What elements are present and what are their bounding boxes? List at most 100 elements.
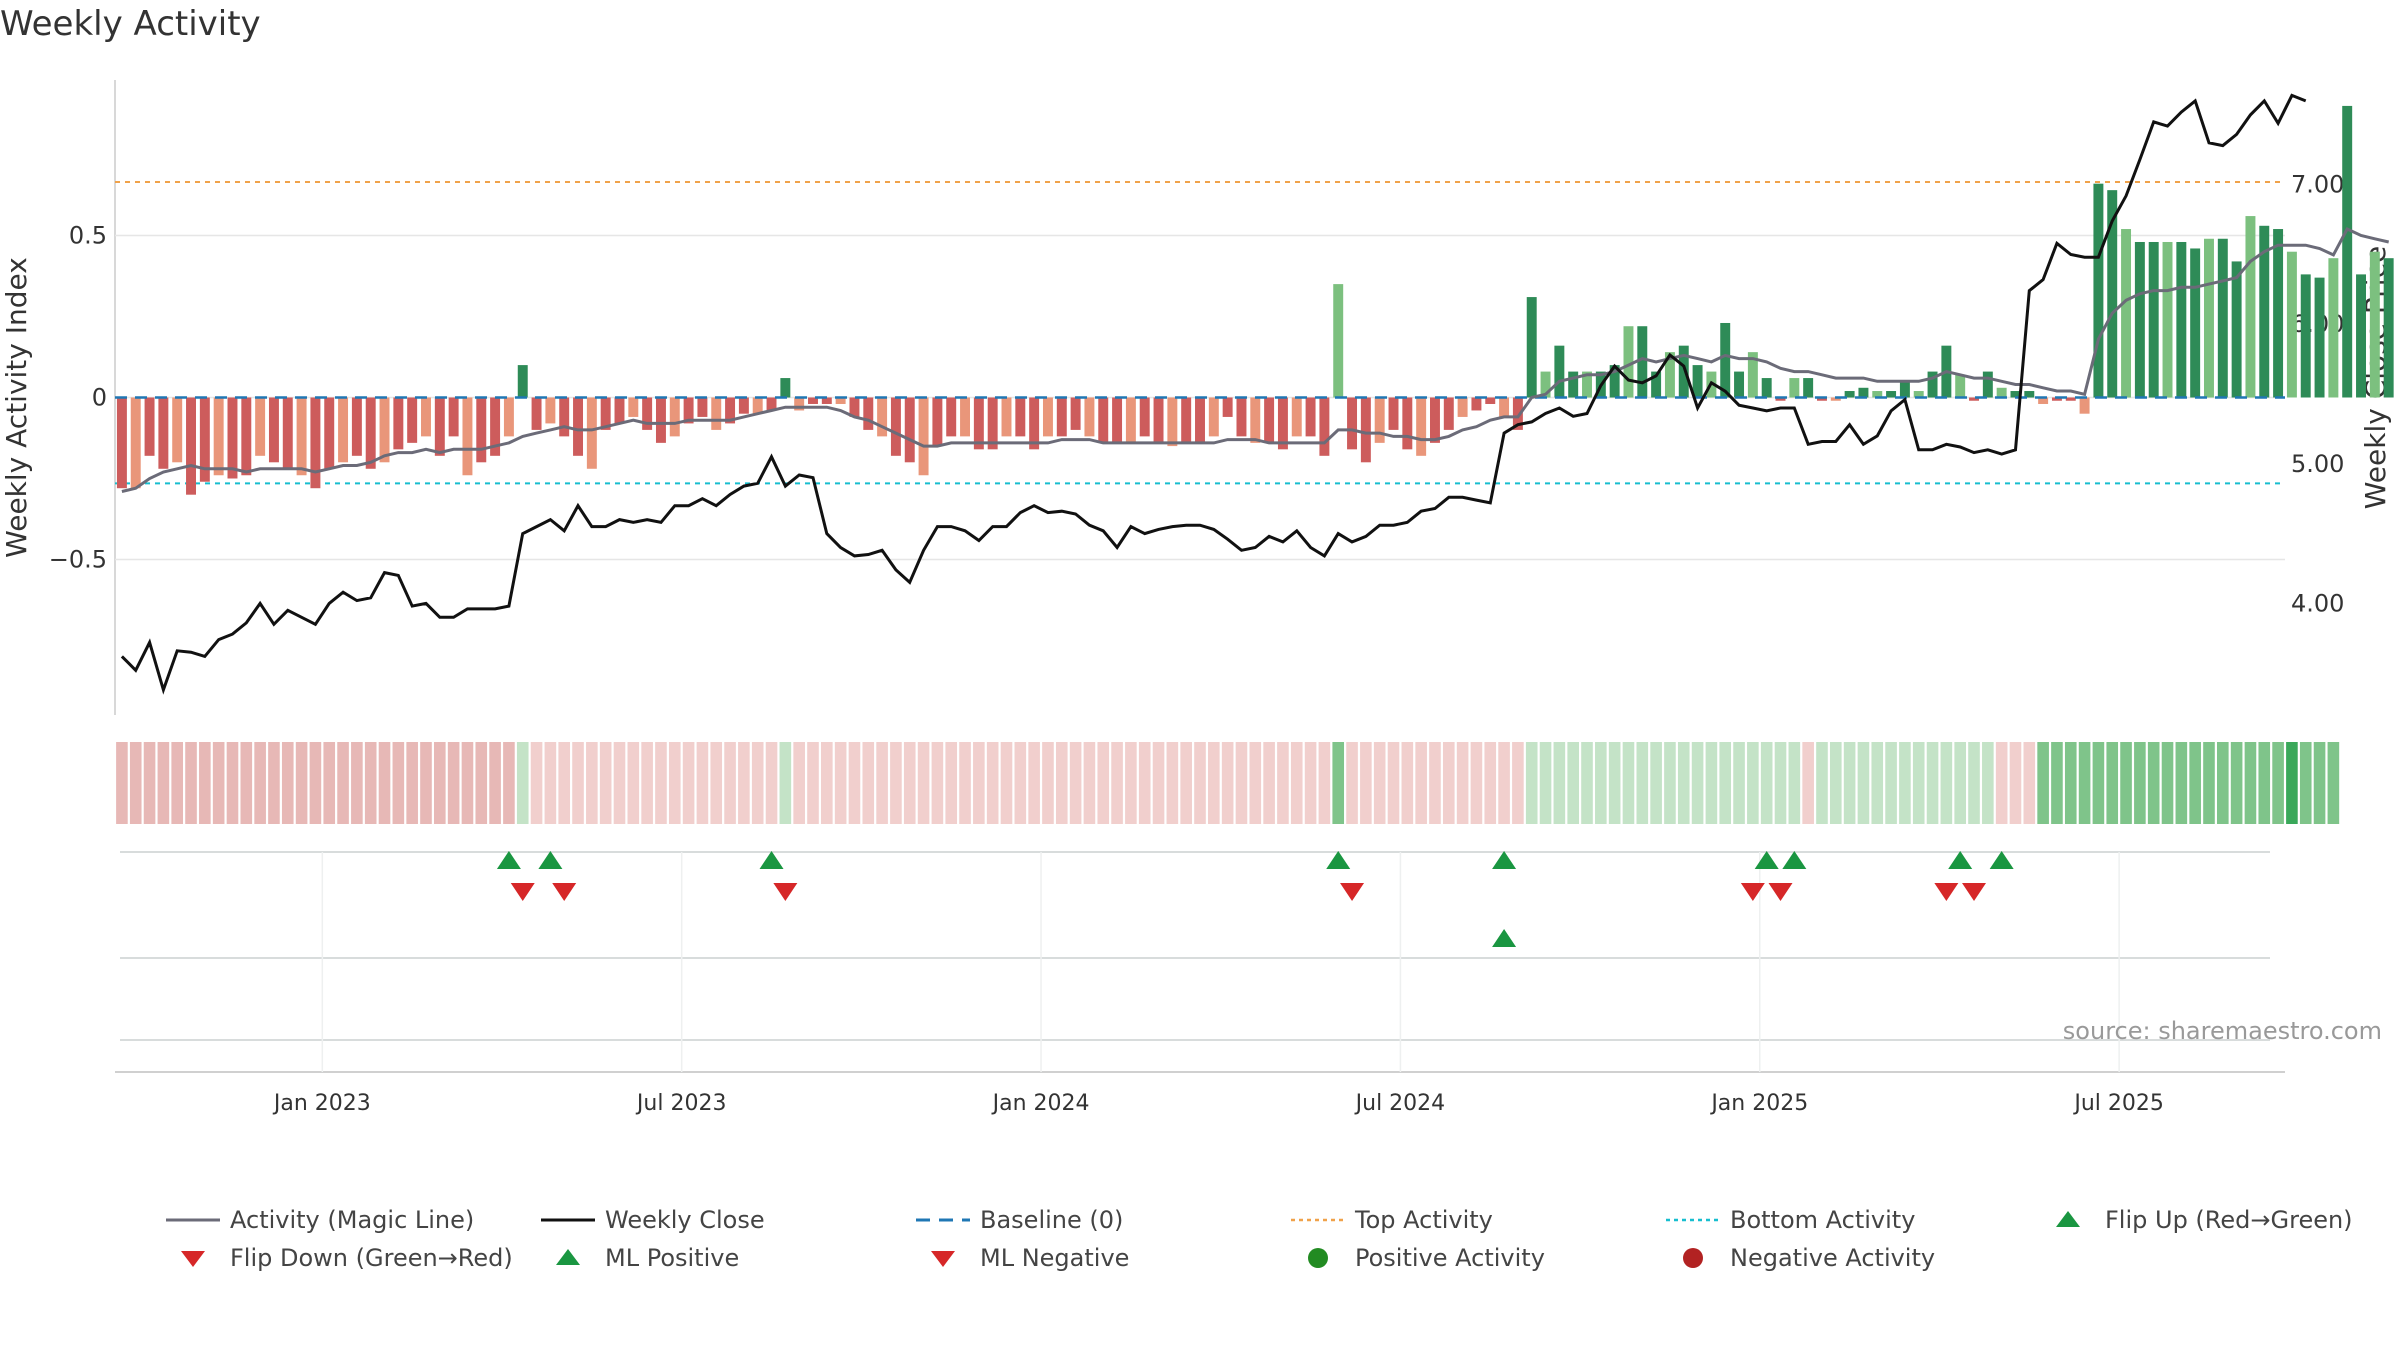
activity-bar bbox=[462, 397, 473, 476]
legend-symbol bbox=[931, 1251, 955, 1267]
activity-bar bbox=[2176, 241, 2187, 398]
state-band-cell bbox=[862, 742, 875, 824]
state-band-cell bbox=[890, 742, 902, 824]
state-band-cell bbox=[1622, 742, 1635, 824]
state-band-cell bbox=[1263, 742, 1275, 824]
legend-label: Flip Down (Green→Red) bbox=[230, 1244, 513, 1272]
activity-bar bbox=[711, 397, 722, 430]
legend-item-bottom: Bottom Activity bbox=[1660, 1205, 1915, 1235]
activity-bar bbox=[752, 397, 763, 414]
activity-bar bbox=[1374, 397, 1385, 443]
activity-bar bbox=[1651, 371, 1662, 398]
state-band-cell bbox=[2161, 742, 2174, 824]
legend-label: Activity (Magic Line) bbox=[230, 1206, 475, 1234]
state-band-cell bbox=[1581, 742, 1593, 824]
activity-bar bbox=[296, 397, 307, 476]
activity-bar bbox=[393, 397, 404, 450]
legend-item-close: Weekly Close bbox=[535, 1205, 765, 1235]
state-band-cell bbox=[599, 742, 612, 824]
activity-bar bbox=[1250, 397, 1261, 443]
state-band-cell bbox=[1470, 742, 1483, 824]
activity-bar bbox=[600, 397, 611, 430]
state-band-cell bbox=[1885, 742, 1897, 824]
state-band-cell bbox=[1097, 742, 1110, 824]
flip-up-marker bbox=[496, 851, 521, 869]
activity-bar bbox=[1734, 371, 1745, 398]
activity-bar bbox=[1830, 397, 1841, 401]
flip-down-marker bbox=[510, 883, 535, 901]
x-tick-label: Jul 2023 bbox=[635, 1091, 727, 1116]
state-band-cell bbox=[1125, 742, 1137, 824]
x-tick-label: Jul 2024 bbox=[1354, 1091, 1446, 1116]
activity-bar bbox=[890, 397, 901, 456]
activity-bar bbox=[559, 397, 570, 437]
activity-bar bbox=[517, 365, 528, 398]
ml-positive-marker bbox=[1492, 929, 1517, 947]
legend-symbol bbox=[1291, 1218, 1345, 1222]
state-band-cell bbox=[917, 742, 930, 824]
state-band-cell bbox=[765, 742, 778, 824]
state-band-cell bbox=[1774, 742, 1787, 824]
activity-bar bbox=[1056, 397, 1067, 437]
state-band-cell bbox=[1373, 742, 1386, 824]
state-band-cell bbox=[1249, 742, 1262, 824]
activity-bar bbox=[1582, 371, 1592, 398]
flip-up-marker bbox=[759, 851, 784, 869]
activity-bar bbox=[1803, 378, 1814, 398]
state-band-cell bbox=[1968, 742, 1980, 824]
state-band-cell bbox=[1277, 742, 1289, 824]
activity-bar bbox=[2314, 277, 2325, 398]
activity-bar bbox=[2148, 241, 2159, 398]
state-band-cell bbox=[738, 742, 750, 824]
state-band-cell bbox=[1926, 742, 1939, 824]
activity-bar bbox=[1029, 397, 1040, 450]
activity-bar bbox=[1692, 365, 1703, 398]
activity-bar bbox=[1969, 397, 1979, 401]
state-band-cell bbox=[1843, 742, 1856, 824]
activity-bar bbox=[448, 397, 459, 437]
activity-bar bbox=[2121, 229, 2132, 398]
activity-bar bbox=[2342, 105, 2353, 398]
activity-bar bbox=[1429, 397, 1440, 443]
legend-item-ml-neg: ML Negative bbox=[910, 1243, 1129, 1273]
state-band-cell bbox=[2037, 742, 2049, 824]
state-band-cell bbox=[779, 742, 792, 824]
state-band-cell bbox=[364, 742, 377, 824]
activity-bar bbox=[738, 397, 749, 414]
state-band-cell bbox=[1401, 742, 1414, 824]
state-band-cell bbox=[807, 742, 819, 824]
state-band-cell bbox=[434, 742, 446, 824]
state-band-cell bbox=[420, 742, 432, 824]
left-axis-label: Weekly Activity Index bbox=[0, 257, 33, 558]
activity-bar bbox=[282, 397, 293, 469]
state-band-cell bbox=[751, 742, 764, 824]
legend: Activity (Magic Line) Weekly Close Baselin… bbox=[160, 1205, 2400, 1295]
legend-symbol bbox=[1683, 1248, 1703, 1268]
legend-symbol bbox=[541, 1218, 595, 1222]
legend-label: ML Positive bbox=[605, 1244, 740, 1272]
legend-symbol bbox=[1666, 1218, 1720, 1222]
magic-line bbox=[121, 227, 2390, 493]
state-band-cell bbox=[1360, 742, 1372, 824]
activity-bar bbox=[1540, 371, 1551, 398]
activity-bar bbox=[794, 397, 805, 411]
state-band-cell bbox=[586, 742, 598, 824]
activity-bar bbox=[2273, 229, 2284, 398]
activity-bar bbox=[255, 397, 266, 456]
activity-bar bbox=[1333, 284, 1344, 398]
state-band-cell bbox=[1664, 742, 1676, 824]
state-band-cell bbox=[1567, 742, 1579, 824]
activity-bar bbox=[1084, 397, 1095, 437]
activity-bar bbox=[918, 397, 929, 476]
activity-bar bbox=[1844, 391, 1855, 398]
state-band-cell bbox=[2189, 742, 2201, 824]
state-band-cell bbox=[1014, 742, 1027, 824]
activity-bar bbox=[1112, 397, 1123, 443]
state-band-cell bbox=[544, 742, 557, 824]
legend-item-ml-pos: ML Positive bbox=[535, 1243, 739, 1273]
activity-bar bbox=[1982, 371, 1993, 398]
state-band-cell bbox=[655, 742, 667, 824]
state-band-cell bbox=[973, 742, 985, 824]
left-tick-label: 0 bbox=[92, 384, 107, 412]
activity-bar bbox=[1443, 397, 1454, 430]
